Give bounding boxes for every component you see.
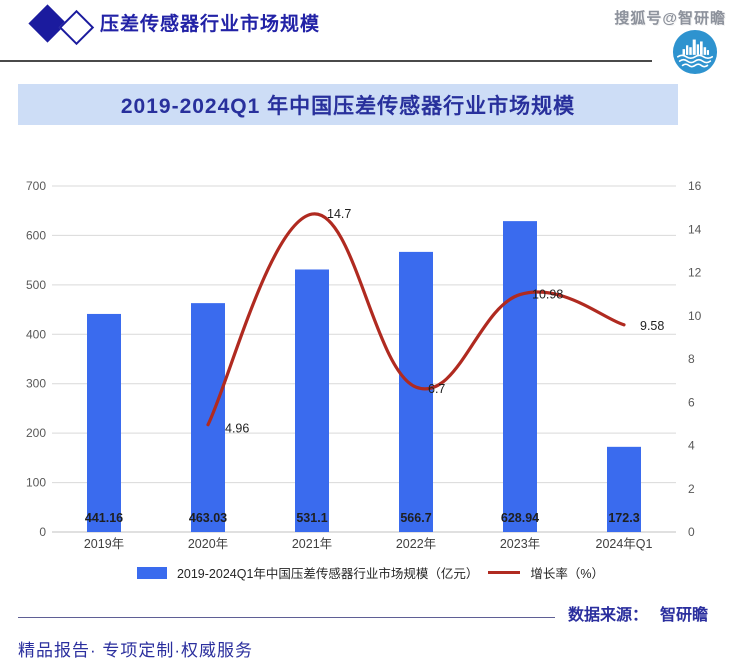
svg-text:4: 4	[688, 439, 695, 453]
svg-text:200: 200	[26, 426, 46, 440]
source-divider	[18, 617, 555, 618]
svg-text:2: 2	[688, 482, 695, 496]
svg-text:400: 400	[26, 327, 46, 341]
svg-text:14: 14	[688, 222, 702, 236]
svg-text:441.16: 441.16	[85, 511, 123, 525]
svg-text:100: 100	[26, 476, 46, 490]
svg-text:2024年Q1: 2024年Q1	[596, 537, 653, 551]
svg-text:10.98: 10.98	[532, 288, 563, 302]
svg-text:12: 12	[688, 266, 702, 280]
svg-text:600: 600	[26, 228, 46, 242]
svg-text:566.7: 566.7	[400, 511, 431, 525]
legend-bar-label: 2019-2024Q1年中国压差传感器行业市场规模（亿元）	[176, 567, 479, 581]
svg-text:463.03: 463.03	[189, 511, 227, 525]
svg-text:531.1: 531.1	[296, 511, 327, 525]
data-source: 数据来源： 智研瞻	[568, 601, 708, 625]
svg-text:700: 700	[26, 179, 46, 193]
chart-title-banner: 2019-2024Q1 年中国压差传感器行业市场规模	[18, 84, 678, 125]
header-divider	[0, 60, 652, 62]
sohu-account-badge: 搜狐号@智研瞻	[614, 10, 726, 27]
market-size-chart: 0 100 200 300 400 500 600 700 0 2 4 6 8 10 12 14 16 441.1…	[26, 179, 702, 551]
data-source-value: 智研瞻	[660, 607, 709, 624]
svg-text:300: 300	[26, 377, 46, 391]
page-title: 压差传感器行业市场规模	[100, 14, 321, 35]
data-source-label: 数据来源：	[568, 607, 649, 624]
svg-text:2022年: 2022年	[396, 537, 436, 551]
chart-legend: 2019-2024Q1年中国压差传感器行业市场规模（亿元） 增长率（%）	[0, 563, 741, 582]
svg-text:6.7: 6.7	[428, 382, 445, 396]
svg-text:628.94: 628.94	[501, 511, 539, 525]
svg-text:0: 0	[688, 525, 695, 539]
chart-title: 2019-2024Q1 年中国压差传感器行业市场规模	[120, 94, 576, 118]
diamond-logo-hollow-icon	[58, 9, 95, 46]
svg-text:500: 500	[26, 278, 46, 292]
svg-text:8: 8	[688, 352, 695, 366]
svg-text:2019年: 2019年	[84, 537, 124, 551]
svg-text:10: 10	[688, 309, 702, 323]
svg-text:2020年: 2020年	[188, 537, 228, 551]
svg-text:2021年: 2021年	[292, 537, 332, 551]
legend-line-label: 增长率（%）	[530, 567, 605, 581]
zhiyanzhan-logo-icon	[672, 29, 718, 75]
svg-text:6: 6	[688, 395, 695, 409]
legend-line-swatch-icon	[488, 571, 521, 574]
svg-text:2023年: 2023年	[500, 537, 540, 551]
svg-text:0: 0	[39, 525, 46, 539]
legend-bar-swatch-icon	[136, 566, 167, 579]
footer-slogan: 精品报告· 专项定制·权威服务	[18, 641, 254, 660]
svg-text:16: 16	[688, 179, 702, 193]
svg-text:9.58: 9.58	[640, 319, 664, 333]
svg-text:172.3: 172.3	[608, 511, 639, 525]
svg-text:14.7: 14.7	[327, 207, 351, 221]
svg-text:4.96: 4.96	[225, 422, 249, 436]
